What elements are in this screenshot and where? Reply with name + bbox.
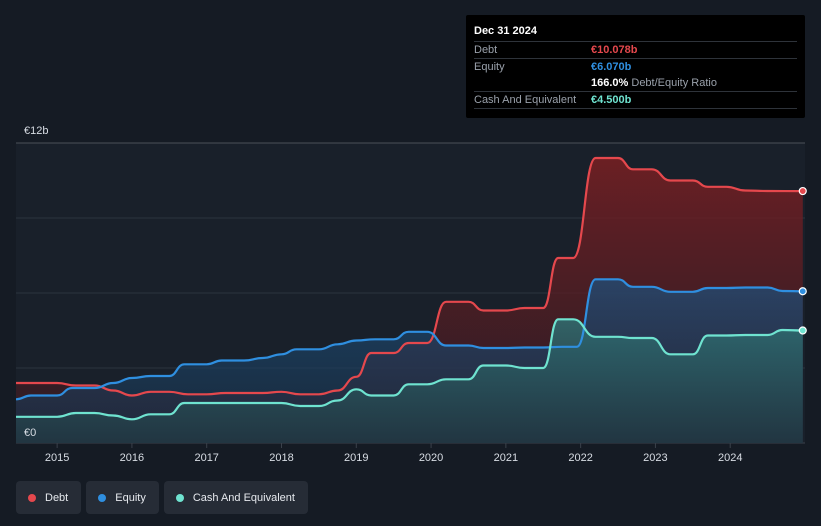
tooltip-debt-value: €10.078b xyxy=(591,44,638,56)
end-point-debt xyxy=(798,186,807,196)
tooltip-debt-label: Debt xyxy=(474,44,498,56)
legend-label-equity: Equity xyxy=(115,491,146,504)
legend-item-equity[interactable]: Equity xyxy=(86,481,159,514)
tooltip-ratio-label: Debt/Equity Ratio xyxy=(631,77,717,89)
legend-item-debt[interactable]: Debt xyxy=(16,481,82,514)
x-tick-label: 2017 xyxy=(194,452,218,464)
x-tick-label: 2016 xyxy=(120,452,144,464)
tooltip-date: Dec 31 2024 xyxy=(474,23,797,42)
legend-dot-equity xyxy=(98,493,107,502)
x-tick-label: 2019 xyxy=(344,452,368,464)
tooltip-ratio: 166.0% Debt/Equity Ratio xyxy=(591,75,717,91)
tooltip-cash-value: €4.500b xyxy=(591,94,632,106)
line-equity xyxy=(15,278,803,401)
x-tick-label: 2020 xyxy=(419,452,443,464)
y-tick-label: €0 xyxy=(24,427,36,439)
end-point-cash-and-equivalent xyxy=(798,326,807,335)
line-cash-and-equivalent xyxy=(16,318,803,421)
tooltip-equity-row: Equity €6.070b xyxy=(474,59,797,75)
legend-dot-cash xyxy=(175,493,184,502)
legend-dot-debt xyxy=(28,493,36,502)
legend: Debt Equity Cash And Equivalent xyxy=(16,481,308,514)
chart: €0 €12b 2015 2016 2017 2018 2019 2020 2021 2022 20… xyxy=(15,125,807,464)
tooltip-ratio-value: 166.0% xyxy=(591,77,629,89)
tooltip-cash-row: Cash And Equivalent €4.500b xyxy=(474,92,797,109)
tooltip-debt-row: Debt €10.078b xyxy=(474,42,797,59)
line-debt xyxy=(16,156,803,397)
x-tick-label: 2023 xyxy=(643,452,667,464)
tooltip-equity-label: Equity xyxy=(474,61,505,73)
area-cash-and-equivalent xyxy=(16,319,803,443)
end-point-equity xyxy=(798,287,807,296)
x-tick-label: 2021 xyxy=(494,452,518,464)
legend-label-cash: Cash And Equivalent xyxy=(192,491,295,504)
legend-item-cash[interactable]: Cash And Equivalent xyxy=(163,481,308,514)
tooltip-ratio-row: 166.0% Debt/Equity Ratio xyxy=(474,75,797,92)
y-tick-label: €12b xyxy=(24,125,48,137)
x-tick-label: 2022 xyxy=(568,452,592,464)
x-tick-label: 2015 xyxy=(45,452,69,464)
x-tick-label: 2018 xyxy=(269,452,293,464)
x-tick-label: 2024 xyxy=(718,452,742,464)
legend-label-debt: Debt xyxy=(45,491,69,504)
tooltip-cash-label: Cash And Equivalent xyxy=(474,94,577,106)
tooltip-equity-value: €6.070b xyxy=(591,61,632,73)
tooltip: Dec 31 2024 Debt €10.078b Equity €6.070b… xyxy=(466,15,805,118)
